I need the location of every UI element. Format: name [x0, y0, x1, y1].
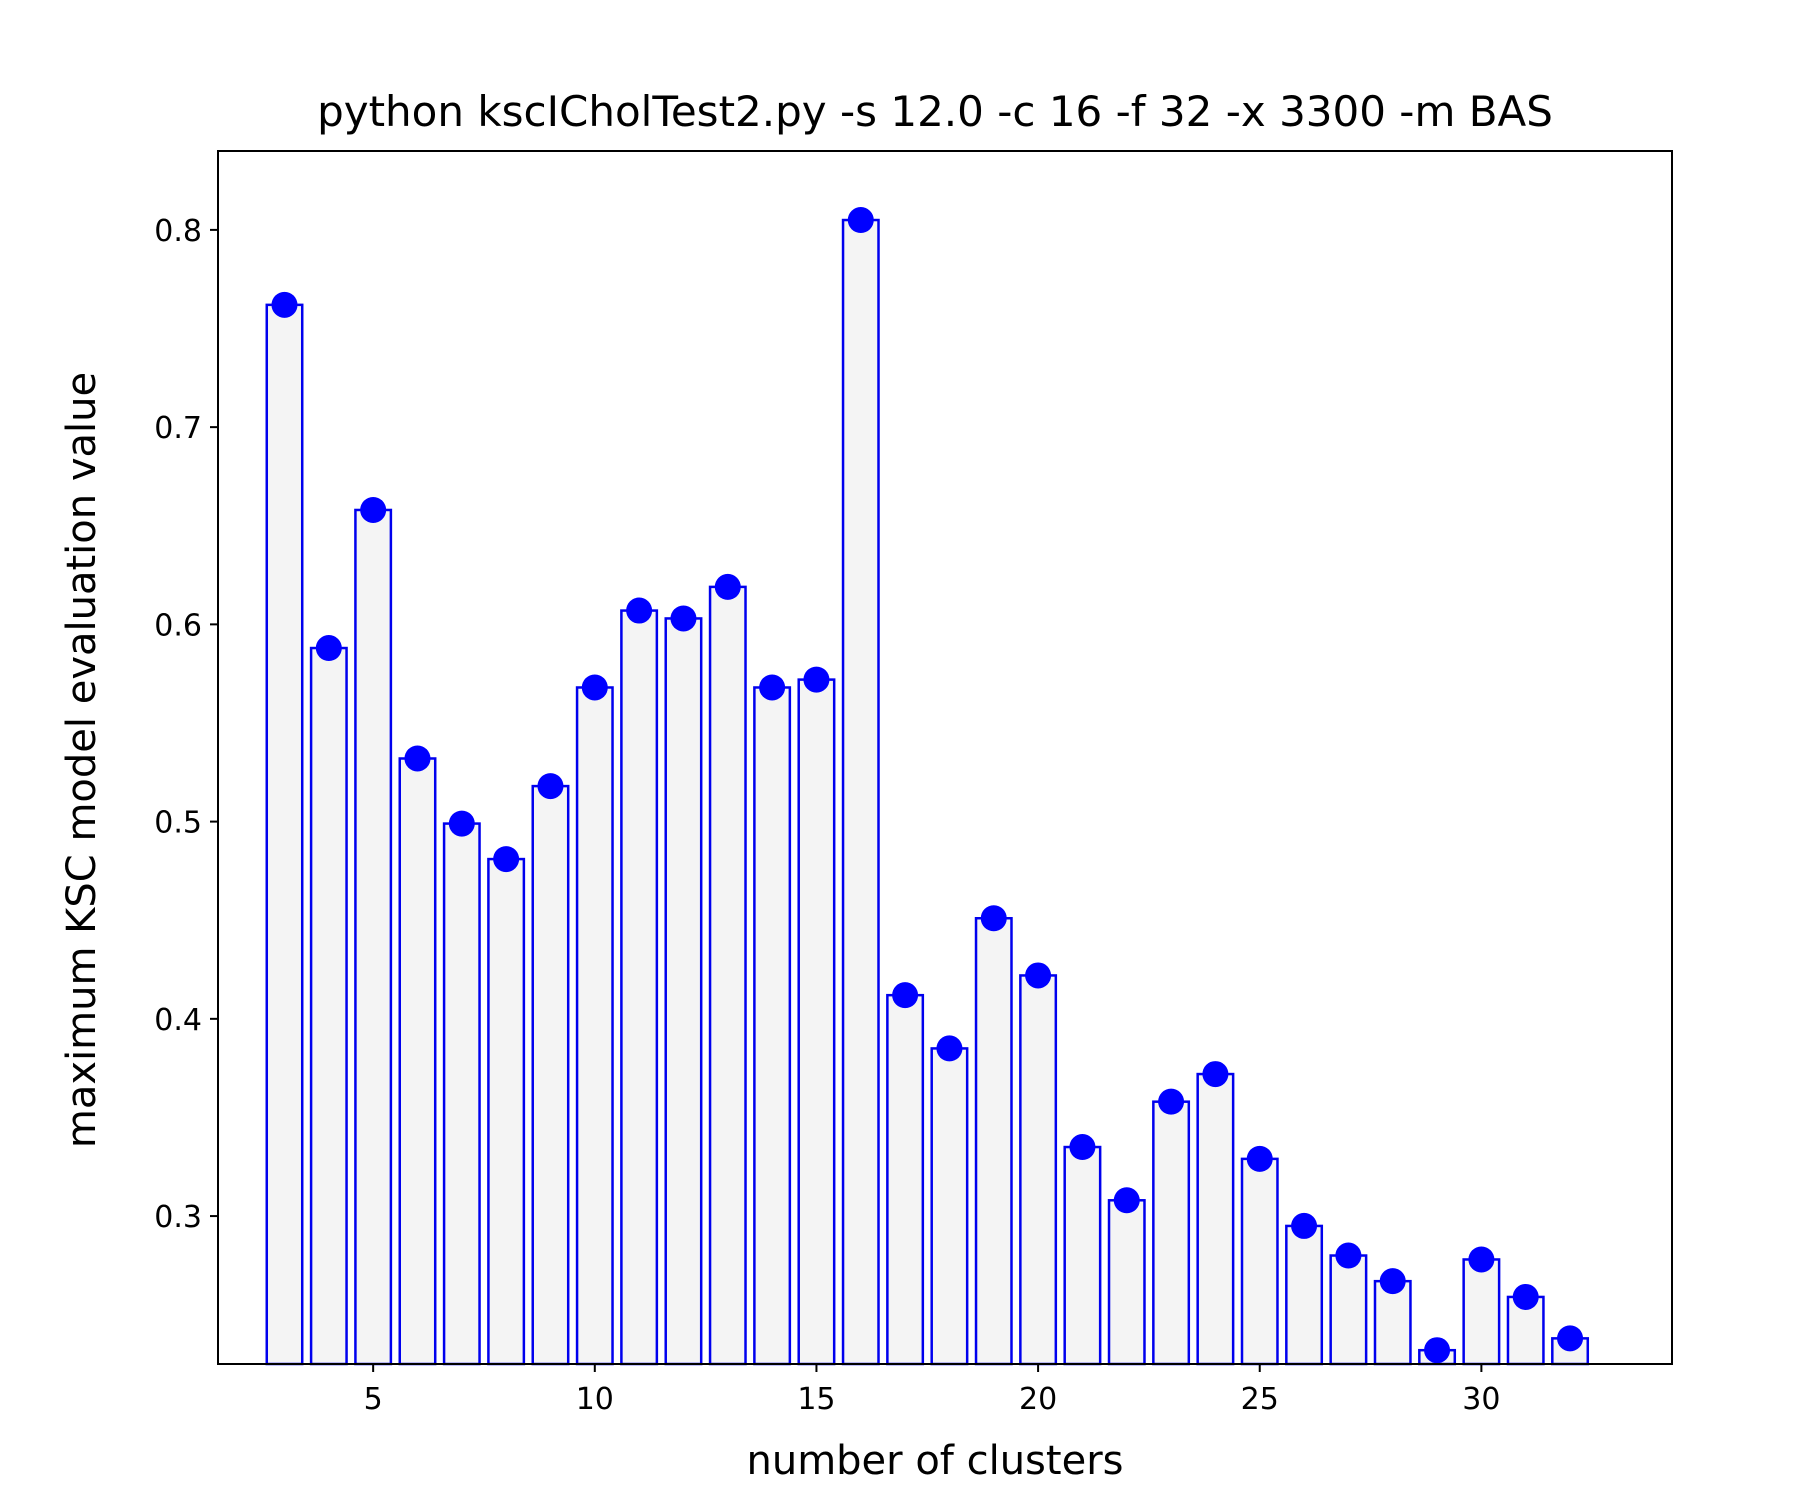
marker-27	[1335, 1242, 1362, 1269]
bar-20	[1019, 974, 1058, 1366]
x-tick-label: 20	[1019, 1382, 1057, 1417]
bar-12	[664, 617, 703, 1366]
marker-4	[315, 635, 342, 662]
bar-26	[1285, 1224, 1324, 1366]
marker-7	[448, 810, 475, 837]
bar-7	[442, 822, 481, 1366]
marker-16	[847, 207, 874, 234]
marker-3	[271, 291, 298, 318]
marker-14	[759, 674, 786, 701]
bar-24	[1196, 1072, 1235, 1366]
bar-17	[886, 993, 925, 1366]
bar-5	[354, 508, 393, 1366]
bar-22	[1107, 1199, 1146, 1366]
bars-group	[265, 218, 1590, 1366]
bar-25	[1240, 1157, 1279, 1366]
bar-14	[753, 686, 792, 1366]
marker-30	[1468, 1246, 1495, 1273]
marker-18	[936, 1035, 963, 1062]
marker-26	[1291, 1212, 1318, 1239]
y-ticks-group: 0.3 0.4 0.5 0.6 0.7 0.8	[154, 214, 218, 1235]
bar-6	[398, 757, 437, 1366]
bar-13	[708, 585, 747, 1366]
marker-28	[1379, 1268, 1406, 1295]
y-tick-label: 0.7	[154, 411, 202, 446]
x-tick-label: 15	[797, 1382, 835, 1417]
chart-title: python kscICholTest2.py -s 12.0 -c 16 -f…	[317, 87, 1553, 136]
bar-15	[797, 678, 836, 1366]
plot-frame	[217, 150, 1673, 1365]
marker-9	[537, 773, 564, 800]
x-tick-label: 25	[1241, 1382, 1279, 1417]
marker-22	[1113, 1187, 1140, 1214]
bar-18	[930, 1047, 969, 1366]
marker-24	[1202, 1061, 1229, 1088]
marker-25	[1246, 1145, 1273, 1172]
y-tick-label: 0.6	[154, 608, 202, 643]
bar-4	[309, 646, 348, 1366]
bar-21	[1063, 1145, 1102, 1366]
bar-27	[1329, 1254, 1368, 1366]
x-ticks-group: 5 10 15 20 25 30	[364, 1364, 1500, 1417]
bar-16	[841, 218, 880, 1366]
bar-23	[1152, 1100, 1191, 1366]
bar-30	[1462, 1258, 1501, 1366]
marker-21	[1069, 1134, 1096, 1161]
marker-15	[803, 666, 830, 693]
markers-group	[271, 207, 1584, 1364]
marker-20	[1025, 962, 1052, 989]
y-tick-label: 0.4	[154, 1003, 202, 1038]
x-tick-label: 30	[1462, 1382, 1500, 1417]
bar-10	[575, 686, 614, 1366]
y-tick-label: 0.5	[154, 806, 202, 841]
marker-29	[1424, 1337, 1451, 1364]
y-tick-label: 0.3	[154, 1200, 202, 1235]
bar-19	[974, 916, 1013, 1366]
marker-6	[404, 745, 431, 772]
marker-31	[1512, 1283, 1539, 1310]
bar-3	[265, 303, 304, 1366]
marker-32	[1557, 1325, 1584, 1352]
x-axis-label: number of clusters	[747, 1438, 1124, 1484]
marker-10	[581, 674, 608, 701]
bar-9	[531, 784, 570, 1366]
marker-17	[892, 982, 919, 1009]
x-tick-label: 10	[576, 1382, 614, 1417]
y-axis-label: maximum KSC model evaluation value	[59, 372, 105, 1148]
y-tick-label: 0.8	[154, 214, 202, 249]
marker-13	[714, 573, 741, 600]
marker-19	[980, 905, 1007, 932]
marker-12	[670, 605, 697, 632]
marker-8	[493, 846, 520, 873]
bar-8	[487, 857, 526, 1366]
marker-11	[626, 597, 653, 624]
marker-5	[360, 496, 387, 523]
x-tick-label: 5	[364, 1382, 383, 1417]
bar-11	[620, 609, 659, 1366]
marker-23	[1158, 1088, 1185, 1115]
